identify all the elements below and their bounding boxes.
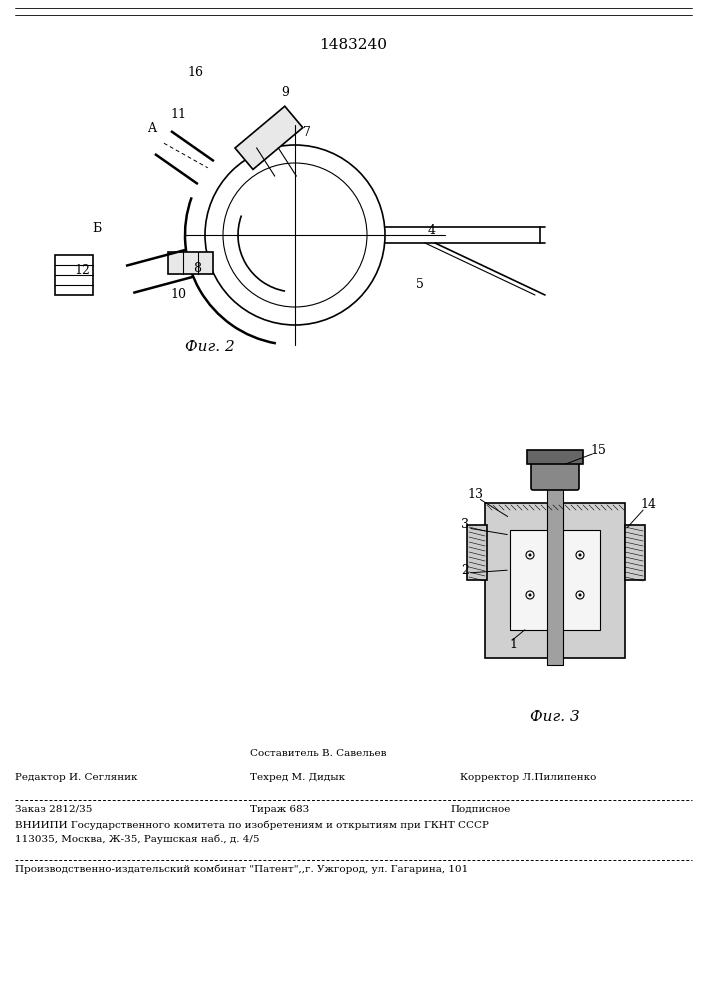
Text: 10: 10 <box>170 288 186 302</box>
Bar <box>55 255 93 295</box>
Text: 4: 4 <box>428 224 436 236</box>
Bar <box>625 525 645 580</box>
Circle shape <box>529 554 532 556</box>
Text: 16: 16 <box>187 66 203 79</box>
Text: 12: 12 <box>74 263 90 276</box>
Text: Техред М. Дидык: Техред М. Дидык <box>250 773 345 782</box>
Text: 15: 15 <box>590 444 606 456</box>
Text: 9: 9 <box>281 86 289 99</box>
Circle shape <box>529 593 532 596</box>
Text: 3: 3 <box>461 518 469 532</box>
Text: Корректор Л.Пилипенко: Корректор Л.Пилипенко <box>460 773 597 782</box>
Text: 8: 8 <box>193 261 201 274</box>
Circle shape <box>578 554 581 556</box>
Text: 7: 7 <box>303 125 311 138</box>
Text: Подписное: Подписное <box>450 805 510 814</box>
Text: Производственно-издательский комбинат "Патент",,г. Ужгород, ул. Гагарина, 101: Производственно-издательский комбинат "П… <box>15 865 468 874</box>
Bar <box>527 450 583 464</box>
Bar <box>467 525 487 580</box>
Text: Тираж 683: Тираж 683 <box>250 805 309 814</box>
Text: A: A <box>148 121 156 134</box>
Text: 14: 14 <box>640 498 656 512</box>
Text: 2: 2 <box>461 564 469 576</box>
Bar <box>235 106 303 169</box>
Text: Б: Б <box>93 222 102 234</box>
Text: ВНИИПИ Государственного комитета по изобретениям и открытиям при ГКНТ СССР: ВНИИПИ Государственного комитета по изоб… <box>15 820 489 830</box>
FancyBboxPatch shape <box>531 458 579 490</box>
Text: Составитель В. Савельев: Составитель В. Савельев <box>250 749 387 758</box>
Text: Фиг. 3: Фиг. 3 <box>530 710 580 724</box>
Text: 113035, Москва, Ж-35, Раушская наб., д. 4/5: 113035, Москва, Ж-35, Раушская наб., д. … <box>15 835 259 844</box>
Text: 1: 1 <box>509 639 517 652</box>
Bar <box>547 475 563 665</box>
Bar <box>510 530 600 630</box>
Bar <box>168 252 213 274</box>
Text: 1483240: 1483240 <box>319 38 387 52</box>
Text: 5: 5 <box>416 278 424 292</box>
Text: Фиг. 2: Фиг. 2 <box>185 340 235 354</box>
Text: Заказ 2812/35: Заказ 2812/35 <box>15 805 93 814</box>
Circle shape <box>578 593 581 596</box>
Text: Редактор И. Сегляник: Редактор И. Сегляник <box>15 773 137 782</box>
Text: 13: 13 <box>467 488 483 502</box>
Bar <box>485 503 625 658</box>
Text: 11: 11 <box>170 108 186 121</box>
